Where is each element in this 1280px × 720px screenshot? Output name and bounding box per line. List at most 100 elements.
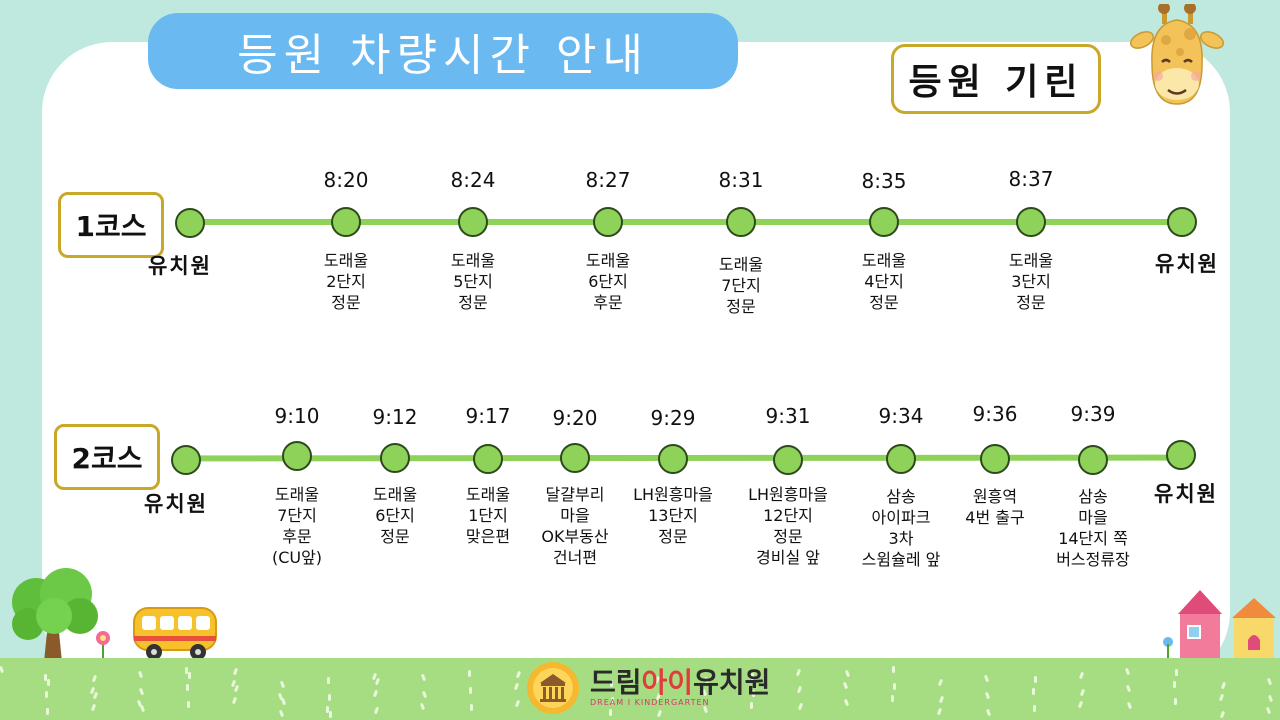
course-2-stop-time: 9:17 <box>465 404 511 428</box>
grass-blade <box>469 687 472 694</box>
course-2-stop-name: 유치원 <box>144 492 208 516</box>
course-1-stop-marker <box>869 207 899 237</box>
houses-icon <box>1163 590 1276 658</box>
grass-blade <box>47 679 50 686</box>
course-1-stop-time: 8:37 <box>1008 167 1054 191</box>
grass-blade <box>421 690 428 699</box>
course-1-route-line <box>190 219 1182 225</box>
course-2-stop-name: 도래울 6단지 정문 <box>372 485 418 546</box>
grass-blade <box>185 667 188 674</box>
grass-blade <box>278 709 285 718</box>
grass-blade <box>750 702 753 709</box>
grass-blade <box>420 673 427 682</box>
course-1-stop-time: 8:27 <box>585 168 631 192</box>
grass-blade <box>843 698 850 707</box>
grass-blade <box>329 711 332 718</box>
grass-blade <box>893 683 896 690</box>
grass-blade <box>92 691 99 700</box>
grass-blade <box>277 692 284 701</box>
course-2-stop-marker <box>886 444 916 474</box>
grass-blade <box>231 696 238 705</box>
flower-icon <box>96 631 110 660</box>
giraffe-mascot-icon <box>1129 4 1225 105</box>
course-2-stop-name: LH원흥마을 12단지 정문 경비실 앞 <box>748 485 828 567</box>
footer-brand: 드림아이유치원 DREAM I KINDERGARTEN <box>590 669 770 707</box>
course-2-stop-name: 삼송 아이파크 3차 스윔슐레 앞 <box>861 487 941 569</box>
kindergarten-emblem-icon <box>527 662 579 714</box>
grass-blade <box>373 706 380 715</box>
grass-blade <box>1077 700 1084 709</box>
course-2-stop-marker <box>1078 445 1108 475</box>
course-1-stop-name: 유치원 <box>1155 252 1219 276</box>
course-2-stop-marker <box>380 443 410 473</box>
grass-blade <box>1124 667 1131 676</box>
grass-blade <box>1078 671 1085 680</box>
grass-blade <box>937 678 944 687</box>
grass-blade <box>419 702 426 711</box>
grass-blade <box>892 666 895 673</box>
grass-blade <box>795 668 802 677</box>
course-2-stop-marker <box>980 444 1010 474</box>
grass-blade <box>938 695 945 704</box>
footer-title: 드림아이유치원 <box>590 666 771 699</box>
grass-blade <box>1220 681 1227 690</box>
school-bus-icon <box>133 607 217 660</box>
grass-blade <box>468 670 471 677</box>
grass-blade <box>186 684 189 691</box>
course-1-stop-name: 도래울 3단지 정문 <box>1008 251 1054 312</box>
course-2-stop-name: 달걀부리 마을 OK부동산 건너편 <box>541 485 609 567</box>
grass-blade <box>326 706 329 713</box>
grass-blade <box>1034 676 1037 683</box>
grass-blade <box>1125 684 1132 693</box>
grass-blade <box>1266 677 1273 686</box>
course-1-stop-name: 도래울 2단지 정문 <box>323 251 369 312</box>
course-2-stop-time: 9:39 <box>1070 402 1116 426</box>
grass-blade <box>1032 688 1035 695</box>
course-1-stop-marker <box>593 207 623 237</box>
grass-blade <box>1219 710 1226 719</box>
course-2-stop-time: 9:12 <box>372 405 418 429</box>
course-1-stop-name: 도래울 7단지 정문 <box>718 255 764 316</box>
course-1-stop-name: 도래울 6단지 후문 <box>585 251 631 312</box>
course-1-stop-name: 유치원 <box>148 254 212 278</box>
course-2-stop-time: 9:34 <box>878 404 924 428</box>
course-2-stop-time: 9:36 <box>972 402 1018 426</box>
grass-blade <box>611 697 614 704</box>
course-2-stop-name: 도래울 1단지 맞은편 <box>465 485 511 546</box>
grass-blade <box>0 665 5 674</box>
course-2-stop-marker <box>773 445 803 475</box>
grass-blade <box>232 667 239 676</box>
grass-blade <box>842 681 849 690</box>
grass-blade <box>844 669 851 678</box>
grass-blade <box>46 708 49 715</box>
course-2-label: 2코스 <box>54 424 160 490</box>
grass-blade <box>90 703 97 712</box>
grass-blade <box>984 691 991 700</box>
grass-blade <box>1267 694 1274 703</box>
grass-blade <box>374 677 381 686</box>
grass-blade <box>45 691 48 698</box>
grass-blade <box>327 677 330 684</box>
grass-blade <box>513 682 520 691</box>
course-1-stop-marker <box>458 207 488 237</box>
course-1-stop-marker <box>1167 207 1197 237</box>
grass-blade <box>797 702 804 711</box>
grass-blade <box>751 673 754 680</box>
grass-blade <box>372 689 379 698</box>
grass-blade <box>1126 701 1133 710</box>
grass-blade <box>1033 705 1036 712</box>
tree-icon <box>12 568 98 662</box>
course-2-stop-marker <box>658 444 688 474</box>
grass-blade <box>136 699 143 708</box>
grass-blade <box>470 704 473 711</box>
grass-blade <box>796 685 803 694</box>
course-2-stop-marker <box>473 444 503 474</box>
subtitle-box: 등원 기린 <box>891 44 1101 114</box>
course-1-stop-time: 8:31 <box>718 168 764 192</box>
grass-strip <box>0 658 1280 720</box>
course-1-stop-marker <box>331 207 361 237</box>
course-1-stop-time: 8:20 <box>323 168 369 192</box>
course-2-stop-time: 9:29 <box>650 406 696 430</box>
grass-blade <box>279 680 286 689</box>
course-2-stop-name: 도래울 7단지 후문 (CU앞) <box>271 485 323 567</box>
